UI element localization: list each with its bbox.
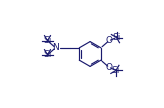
Text: N: N <box>52 43 59 52</box>
Text: O: O <box>105 36 113 45</box>
Text: Si: Si <box>112 66 120 75</box>
Text: Si: Si <box>43 50 52 59</box>
Text: O: O <box>105 63 113 72</box>
Text: Si: Si <box>43 36 52 45</box>
Text: Si: Si <box>112 33 121 42</box>
